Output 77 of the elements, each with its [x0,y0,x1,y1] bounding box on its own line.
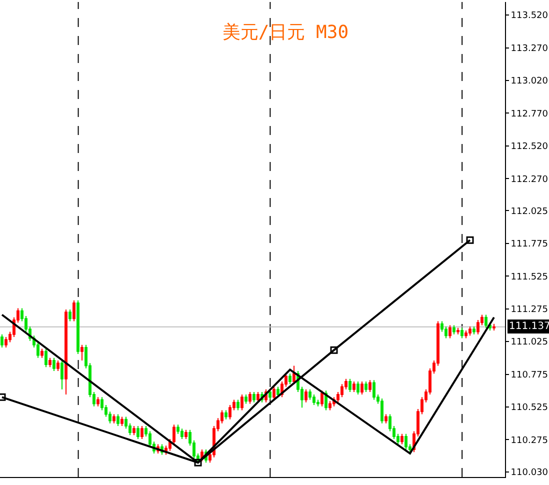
candlestick [80,344,84,362]
candlestick [472,326,476,335]
y-tick-label: 113.520 [510,11,548,22]
candlestick [140,425,144,440]
candlestick [272,386,276,400]
y-tick-label: 113.020 [510,76,548,87]
candlestick [460,327,464,339]
candlestick [268,388,272,400]
y-tick-label: 110.030 [510,468,548,478]
candlestick [132,425,136,436]
y-tick-label: 112.270 [510,174,548,185]
y-tick-label: 110.275 [510,436,548,446]
y-tick-label: 111.275 [510,305,548,315]
candlestick [244,394,248,404]
candlestick [448,324,452,339]
candlestick [276,386,280,398]
candlestick [456,327,460,335]
candlestick [72,300,76,322]
candlestick [96,396,100,407]
y-tick-label: 112.025 [510,206,548,217]
candlestick [4,336,8,348]
candlestick [64,309,68,396]
candlestick [180,428,184,440]
candlestick [116,414,120,426]
y-tick-label: 110.775 [510,370,548,380]
candlestick [364,380,368,392]
y-tick-label: 112.770 [510,109,548,120]
text: 美元/日元 M30 [222,22,349,43]
candlestick [240,394,244,411]
candlestick [48,357,52,368]
candlestick [248,391,252,404]
candlestick [236,399,240,411]
candlestick [184,429,188,440]
y-tick-label: 111.525 [510,272,548,282]
y-tick-label: 110.525 [510,403,548,414]
y-tick-label: 111.775 [510,240,548,250]
candlestick [0,334,4,348]
candlestick [468,326,472,336]
candlestick [60,360,64,390]
y-tick-label: 112.520 [510,142,548,152]
candlestick [44,348,48,368]
candlestick [288,373,292,385]
candlestick [492,323,496,331]
candlestick [304,388,308,403]
candlestick [68,309,72,322]
candlestick [400,433,404,445]
candlestick [172,424,176,445]
candlestick [40,348,44,358]
candlestick [136,425,140,440]
candlestick [256,391,260,403]
candlestick [372,380,376,400]
candlestick [120,416,124,426]
candlestick [484,314,488,328]
y-tick-label: 111.025 [510,338,548,348]
candlestick [384,414,388,424]
candlestick [356,380,360,396]
candlestick [404,433,408,450]
candlestick [224,410,228,420]
candlestick [292,365,296,385]
candlestick [360,380,364,396]
candlestick [52,357,56,372]
candlestick [352,380,356,392]
candlestick [112,414,116,424]
candlestick [56,360,60,372]
candlestick [452,324,456,335]
candlestick [320,390,324,407]
candlestick [464,330,468,339]
candlestick [368,380,372,392]
point [330,346,338,354]
candlestick [76,300,80,354]
y-tick-label: 113.270 [510,44,548,54]
candlestick [380,398,384,424]
candlestick [328,400,332,411]
point [194,458,202,466]
candlestick [252,391,256,403]
point [466,236,474,244]
candlestick [348,378,352,392]
